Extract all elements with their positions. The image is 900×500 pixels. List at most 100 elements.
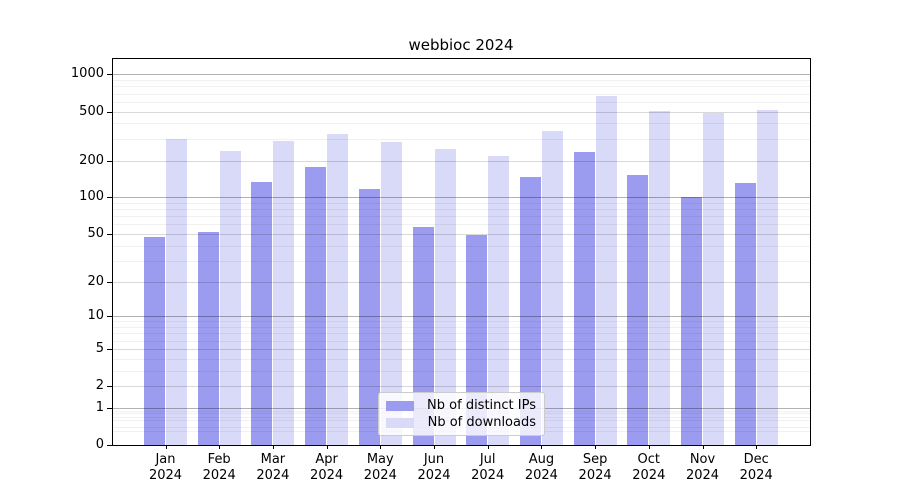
bar-distinct-ips	[734, 183, 756, 445]
gridline-major	[113, 348, 810, 350]
y-tick-label: 5	[95, 340, 104, 356]
y-tick-mark	[107, 197, 112, 199]
bar-downloads	[649, 110, 671, 445]
gridline-minor	[113, 321, 810, 323]
bar-distinct-ips	[412, 227, 434, 445]
bar-downloads	[273, 140, 295, 445]
y-tick-mark	[107, 111, 112, 113]
gridline-minor	[113, 216, 810, 218]
x-tick-mark	[595, 445, 597, 449]
y-tick-label: 50	[87, 226, 104, 242]
bar-downloads	[327, 133, 349, 445]
y-tick-label: 0	[95, 437, 104, 452]
gridline-minor	[113, 340, 810, 342]
legend-item-distinct-ips: Nb of distinct IPs	[386, 397, 536, 414]
gridline-minor	[113, 224, 810, 226]
gridline-minor	[113, 86, 810, 88]
x-tick-label: Mar 2024	[256, 452, 290, 483]
x-tick-label: Oct 2024	[632, 452, 666, 483]
bar-distinct-ips	[681, 197, 702, 445]
bar-downloads	[595, 95, 617, 445]
x-tick-mark	[756, 445, 758, 449]
bar-downloads	[166, 139, 187, 445]
gridline-minor	[113, 138, 810, 140]
x-tick-mark	[219, 445, 221, 449]
legend-swatch-distinct-ips	[386, 400, 414, 411]
gridline-minor	[113, 370, 810, 372]
bar-downloads	[703, 112, 724, 445]
gridline-minor	[113, 93, 810, 95]
y-tick-mark	[107, 234, 112, 236]
bar-distinct-ips	[573, 152, 595, 445]
gridline-minor	[113, 101, 810, 103]
bar-distinct-ips	[144, 237, 165, 445]
legend-swatch-downloads	[386, 417, 414, 428]
bar-distinct-ips	[197, 232, 219, 445]
x-tick-label: Jan 2024	[148, 452, 183, 483]
x-tick-label: Nov 2024	[685, 452, 720, 483]
legend: Nb of distinct IPs Nb of downloads	[378, 392, 545, 436]
y-tick-mark	[107, 407, 112, 409]
x-tick-mark	[434, 445, 435, 449]
x-tick-mark	[165, 445, 167, 449]
x-tick-mark	[380, 445, 382, 449]
y-tick-mark	[107, 316, 112, 318]
gridline-minor	[113, 209, 810, 211]
plot-area	[112, 58, 811, 446]
gridline-pow10	[113, 316, 810, 318]
y-tick-mark	[107, 74, 112, 76]
bar-downloads	[541, 130, 563, 445]
y-tick-label: 500	[79, 103, 104, 119]
x-tick-mark	[541, 445, 543, 449]
bar-downloads	[488, 155, 510, 445]
gridline-pow10	[113, 74, 810, 76]
bar-distinct-ips	[251, 181, 273, 445]
y-tick-mark	[107, 348, 112, 350]
gridline-major	[113, 234, 810, 236]
gridline-major	[113, 160, 810, 162]
y-tick-label: 100	[79, 189, 104, 205]
gridline-minor	[113, 80, 810, 82]
bar-distinct-ips	[358, 189, 380, 445]
x-tick-label: Apr 2024	[310, 452, 344, 483]
x-tick-label: Jul 2024	[471, 452, 505, 483]
bar-distinct-ips	[627, 174, 649, 445]
y-tick-mark	[107, 445, 112, 446]
x-tick-label: Feb 2024	[202, 452, 236, 483]
y-tick-label: 1000	[70, 66, 104, 82]
bar-downloads	[380, 141, 402, 445]
legend-item-downloads: Nb of downloads	[386, 414, 536, 431]
y-tick-label: 10	[87, 308, 104, 324]
legend-label-downloads: Nb of downloads	[427, 415, 536, 430]
x-tick-mark	[272, 445, 274, 449]
y-tick-mark	[107, 386, 112, 388]
x-tick-mark	[487, 445, 489, 449]
y-tick-mark	[107, 160, 112, 162]
x-tick-label: Jun 2024	[417, 452, 451, 483]
y-tick-label: 2	[95, 378, 104, 394]
gridline-minor	[113, 260, 810, 262]
x-tick-mark	[702, 445, 704, 449]
x-tick-mark	[648, 445, 650, 449]
bar-downloads	[756, 109, 778, 445]
gridline-major	[113, 386, 810, 388]
gridline-minor	[113, 123, 810, 125]
y-tick-label: 200	[79, 152, 104, 168]
gridline-minor	[113, 327, 810, 329]
gridline-minor	[113, 358, 810, 360]
gridline-major	[113, 281, 810, 283]
x-tick-mark	[326, 445, 328, 449]
y-tick-label: 20	[87, 273, 104, 289]
legend-label-distinct-ips: Nb of distinct IPs	[427, 398, 536, 413]
gridline-minor	[113, 333, 810, 335]
x-tick-label: Sep 2024	[578, 452, 612, 483]
x-tick-label: May 2024	[363, 452, 397, 483]
chart-title: webbioc 2024	[408, 36, 514, 54]
gridline-minor	[113, 203, 810, 205]
gridline-major	[113, 111, 810, 113]
bar-downloads	[219, 150, 241, 445]
gridline-minor	[113, 245, 810, 247]
x-tick-label: Aug 2024	[524, 452, 558, 483]
y-tick-label: 1	[95, 399, 104, 415]
